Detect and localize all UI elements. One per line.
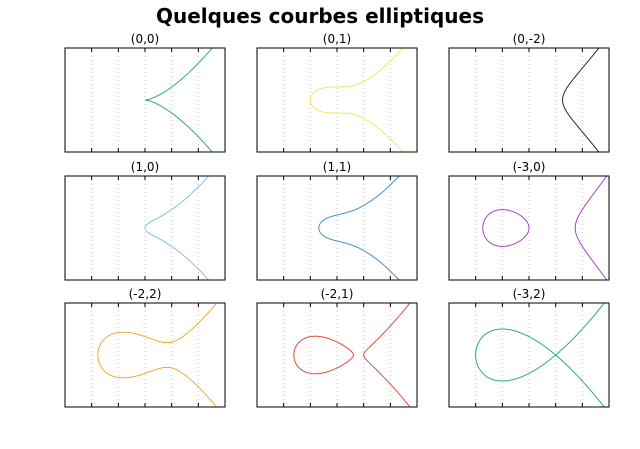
curve-line xyxy=(363,303,411,407)
subplot-title: (1,0) xyxy=(131,160,159,174)
subplot: (-3,0) xyxy=(448,160,610,281)
curve-line xyxy=(574,176,608,280)
curve-line xyxy=(482,209,530,247)
subplot-title: (-2,1) xyxy=(321,287,354,301)
subplot: (-2,1) xyxy=(256,287,418,408)
subplot: (-3,2) xyxy=(448,287,610,408)
curve-line xyxy=(145,48,213,152)
subplot: (1,0) xyxy=(64,160,226,281)
subplot: (0,1) xyxy=(256,32,418,153)
curve-line xyxy=(97,303,218,407)
subplot-title: (-3,0) xyxy=(513,160,546,174)
subplot-title: (0,0) xyxy=(131,32,159,46)
figure-title: Quelques courbes elliptiques xyxy=(156,4,484,28)
subplot: (0,-2) xyxy=(448,32,610,153)
subplot-title: (0,1) xyxy=(323,32,351,46)
subplot-title: (-3,2) xyxy=(513,287,546,301)
curve-line xyxy=(144,176,210,280)
subplot-title: (0,-2) xyxy=(513,32,546,46)
curve-line xyxy=(562,48,600,152)
subplot: (0,0) xyxy=(64,32,226,153)
subplot: (1,1) xyxy=(256,160,418,281)
subplot-title: (-2,2) xyxy=(129,287,162,301)
subplot-title: (1,1) xyxy=(323,160,351,174)
curve-line xyxy=(318,176,400,280)
subplot: (-2,2) xyxy=(64,287,226,408)
curve-line xyxy=(293,335,354,375)
curve-line xyxy=(475,303,605,407)
curve-line xyxy=(309,48,404,152)
